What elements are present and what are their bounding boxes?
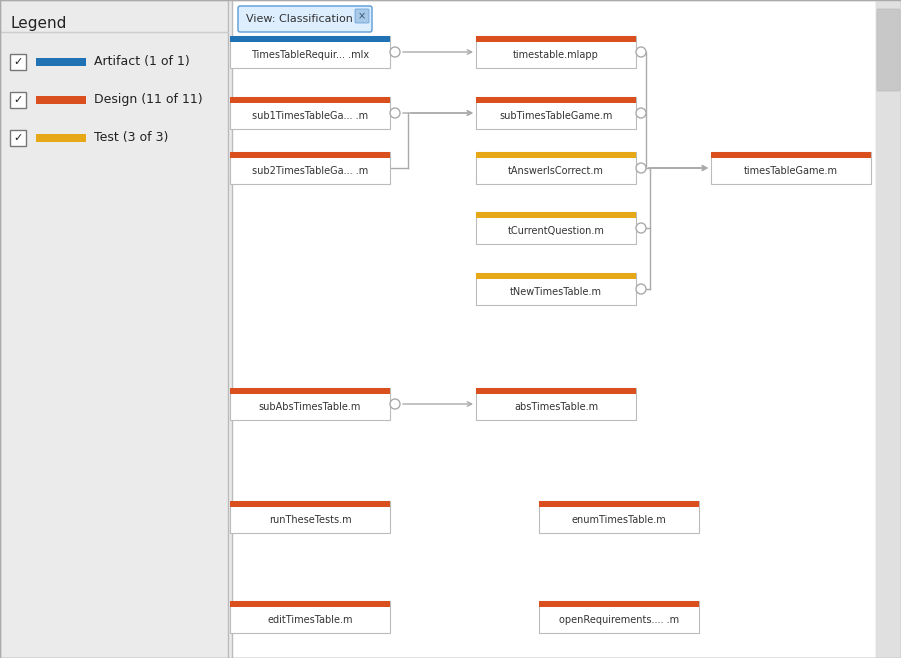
Circle shape — [390, 47, 400, 57]
Text: tAnswerIsCorrect.m: tAnswerIsCorrect.m — [508, 166, 604, 176]
FancyBboxPatch shape — [230, 36, 390, 42]
FancyBboxPatch shape — [877, 9, 900, 91]
Text: ✓: ✓ — [14, 57, 23, 67]
FancyBboxPatch shape — [238, 6, 372, 32]
FancyBboxPatch shape — [476, 97, 636, 103]
FancyBboxPatch shape — [10, 54, 26, 70]
FancyBboxPatch shape — [476, 388, 636, 420]
FancyBboxPatch shape — [476, 152, 636, 158]
FancyBboxPatch shape — [36, 134, 86, 142]
Text: ✓: ✓ — [14, 133, 23, 143]
FancyBboxPatch shape — [476, 273, 636, 279]
FancyBboxPatch shape — [230, 501, 390, 507]
Circle shape — [390, 108, 400, 118]
FancyBboxPatch shape — [10, 92, 26, 108]
FancyBboxPatch shape — [476, 36, 636, 42]
FancyBboxPatch shape — [476, 212, 636, 244]
Text: TimesTableRequir... .mlx: TimesTableRequir... .mlx — [251, 50, 369, 60]
Text: timesTableGame.m: timesTableGame.m — [744, 166, 838, 176]
FancyBboxPatch shape — [230, 601, 390, 633]
Circle shape — [636, 163, 646, 173]
Text: sub2TimesTableGa... .m: sub2TimesTableGa... .m — [252, 166, 369, 176]
FancyBboxPatch shape — [230, 97, 390, 129]
Text: absTimesTable.m: absTimesTable.m — [514, 402, 598, 412]
Text: tNewTimesTable.m: tNewTimesTable.m — [510, 287, 602, 297]
FancyBboxPatch shape — [230, 152, 390, 158]
FancyBboxPatch shape — [876, 0, 901, 658]
FancyBboxPatch shape — [230, 601, 390, 607]
Text: sub1TimesTableGa... .m: sub1TimesTableGa... .m — [252, 111, 369, 121]
Text: View: Classification: View: Classification — [246, 14, 353, 24]
FancyBboxPatch shape — [476, 273, 636, 305]
FancyBboxPatch shape — [0, 0, 228, 658]
FancyBboxPatch shape — [10, 130, 26, 146]
Circle shape — [390, 399, 400, 409]
FancyBboxPatch shape — [711, 152, 871, 184]
FancyBboxPatch shape — [230, 97, 390, 103]
FancyBboxPatch shape — [230, 36, 390, 68]
Text: Artifact (1 of 1): Artifact (1 of 1) — [94, 55, 190, 68]
FancyBboxPatch shape — [476, 212, 636, 218]
Text: openRequirements.... .m: openRequirements.... .m — [559, 615, 679, 625]
FancyBboxPatch shape — [476, 36, 636, 68]
FancyBboxPatch shape — [230, 152, 390, 184]
FancyBboxPatch shape — [711, 152, 871, 158]
Circle shape — [636, 47, 646, 57]
FancyBboxPatch shape — [230, 388, 390, 394]
Text: subAbsTimesTable.m: subAbsTimesTable.m — [259, 402, 361, 412]
FancyBboxPatch shape — [539, 501, 699, 507]
FancyBboxPatch shape — [230, 388, 390, 420]
FancyBboxPatch shape — [36, 96, 86, 104]
Text: tCurrentQuestion.m: tCurrentQuestion.m — [507, 226, 605, 236]
Text: ✓: ✓ — [14, 95, 23, 105]
FancyBboxPatch shape — [355, 9, 369, 23]
Circle shape — [636, 284, 646, 294]
Text: ×: × — [358, 11, 366, 21]
Text: runTheseTests.m: runTheseTests.m — [268, 515, 351, 525]
FancyBboxPatch shape — [539, 601, 699, 607]
Text: subTimesTableGame.m: subTimesTableGame.m — [499, 111, 613, 121]
Text: Design (11 of 11): Design (11 of 11) — [94, 93, 203, 107]
Text: Test (3 of 3): Test (3 of 3) — [94, 132, 168, 145]
Text: Legend: Legend — [10, 16, 67, 31]
Text: editTimesTable.m: editTimesTable.m — [268, 615, 353, 625]
Circle shape — [636, 223, 646, 233]
FancyBboxPatch shape — [539, 601, 699, 633]
Text: enumTimesTable.m: enumTimesTable.m — [571, 515, 667, 525]
Circle shape — [636, 108, 646, 118]
FancyBboxPatch shape — [539, 501, 699, 533]
Text: timestable.mlapp: timestable.mlapp — [513, 50, 599, 60]
FancyBboxPatch shape — [476, 152, 636, 184]
FancyBboxPatch shape — [232, 0, 876, 658]
FancyBboxPatch shape — [230, 501, 390, 533]
FancyBboxPatch shape — [36, 58, 86, 66]
FancyBboxPatch shape — [476, 97, 636, 129]
FancyBboxPatch shape — [476, 388, 636, 394]
